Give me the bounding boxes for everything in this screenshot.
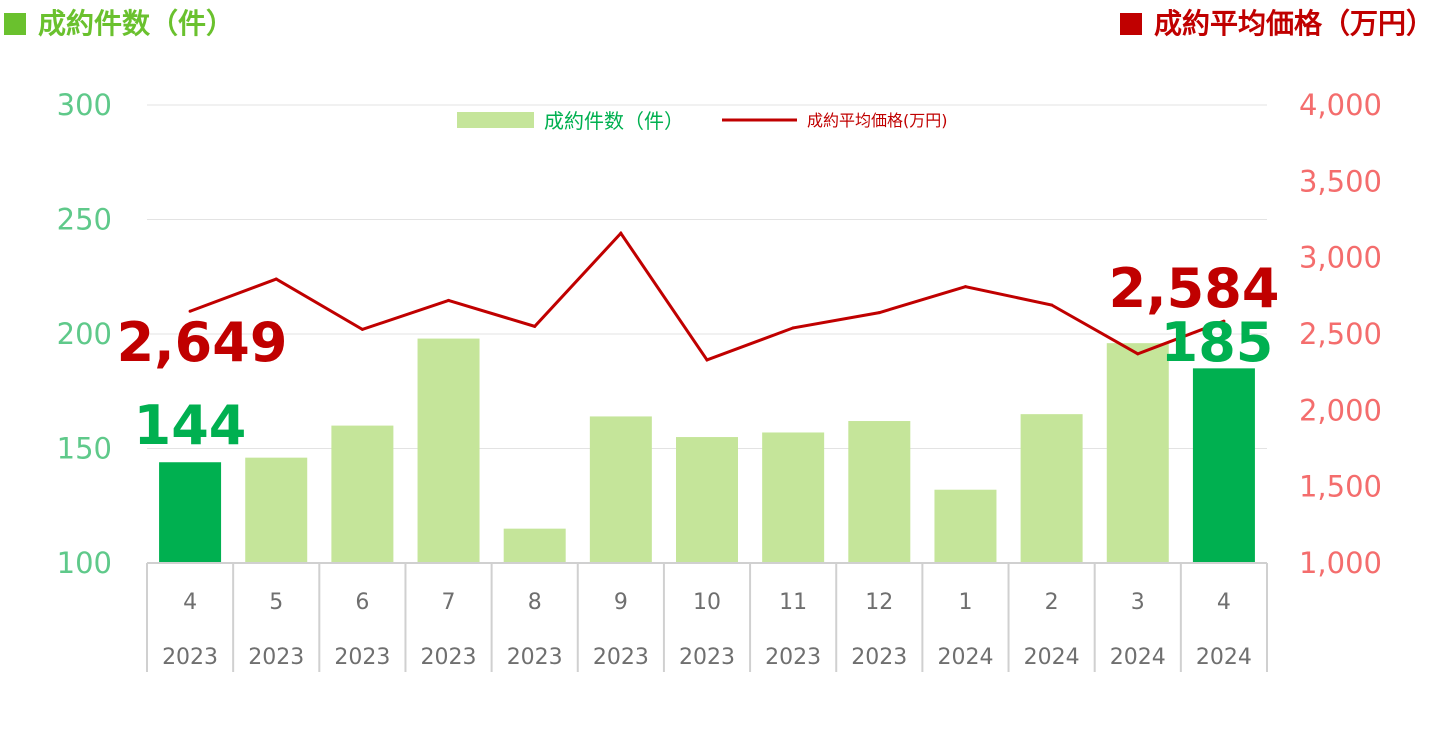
bar: [1106, 343, 1169, 563]
x-tick-year: 2024: [1110, 645, 1166, 670]
x-tick-year: 2023: [334, 645, 390, 670]
right-title-square-icon: [1119, 13, 1142, 35]
x-tick-year: 2023: [765, 645, 821, 670]
left-title-text: 成約件数（件）: [38, 7, 235, 40]
data-label: 144: [134, 394, 247, 457]
x-tick-year: 2023: [851, 645, 907, 670]
x-tick-year: 2023: [162, 645, 218, 670]
bar: [589, 416, 652, 563]
x-tick-year: 2024: [1024, 645, 1080, 670]
left-axis-tick-label: 200: [57, 317, 112, 351]
price-point: [619, 231, 623, 235]
right-axis-tick-label: 1,500: [1299, 470, 1382, 504]
x-tick-month: 10: [693, 590, 721, 615]
x-tick-month: 4: [183, 590, 197, 615]
bar: [1020, 414, 1083, 563]
right-axis-tick-label: 1,000: [1299, 546, 1382, 580]
x-tick-year: 2023: [248, 645, 304, 670]
bar: [934, 489, 997, 563]
x-tick-month: 7: [442, 590, 456, 615]
price-point: [188, 309, 192, 313]
x-tick-month: 9: [614, 590, 628, 615]
x-tick-year: 2023: [421, 645, 477, 670]
bar: [159, 462, 222, 563]
legend-bar-label: 成約件数（件）: [544, 109, 684, 133]
data-label: 2,649: [117, 311, 288, 374]
x-tick-month: 11: [779, 590, 807, 615]
bar: [245, 457, 308, 563]
price-point: [360, 327, 364, 331]
x-tick-month: 1: [958, 590, 972, 615]
bar: [762, 432, 825, 563]
right-axis-title: 成約平均価格（万円）: [1119, 2, 1434, 42]
legend-line-label: 成約平均価格(万円): [807, 111, 948, 130]
x-tick-year: 2023: [507, 645, 563, 670]
left-axis-tick-label: 250: [57, 203, 112, 237]
left-axis-title: 成約件数（件）: [4, 2, 234, 42]
bar: [676, 437, 738, 563]
right-axis-tick-label: 4,000: [1299, 88, 1382, 122]
right-axis-tick-label: 3,500: [1299, 164, 1382, 198]
data-label: 185: [1161, 311, 1274, 374]
price-point: [1136, 352, 1140, 356]
price-point: [705, 358, 709, 362]
bar: [331, 425, 394, 563]
price-point: [1050, 303, 1054, 307]
price-point: [274, 277, 278, 281]
x-tick-month: 3: [1131, 590, 1145, 615]
price-line: [189, 230, 1225, 362]
bar: [848, 421, 911, 563]
bar: [417, 338, 480, 563]
right-axis-tick-label: 3,000: [1299, 241, 1382, 275]
x-tick-month: 12: [865, 590, 893, 615]
data-label: 2,584: [1109, 257, 1280, 320]
x-tick-year: 2024: [937, 645, 993, 670]
left-title-square-icon: [4, 13, 26, 35]
x-tick-month: 4: [1217, 590, 1231, 615]
right-axis-tick-label: 2,500: [1299, 317, 1382, 351]
x-tick-month: 2: [1045, 590, 1059, 615]
price-point: [963, 285, 967, 289]
price-point: [877, 311, 881, 315]
left-axis-tick-label: 150: [57, 432, 112, 466]
price-point: [791, 326, 795, 330]
price-point: [447, 298, 451, 302]
x-tick-year: 2023: [679, 645, 735, 670]
x-tick-month: 8: [528, 590, 542, 615]
x-tick-month: 6: [355, 590, 369, 615]
x-tick-year: 2023: [593, 645, 649, 670]
right-title-text: 成約平均価格（万円）: [1153, 7, 1434, 40]
right-axis-tick-label: 2,000: [1299, 393, 1382, 427]
price-point: [533, 324, 537, 328]
x-tick-year: 2024: [1196, 645, 1252, 670]
price-point: [1222, 319, 1226, 323]
bar: [503, 528, 566, 563]
bar: [1192, 368, 1255, 563]
legend-bar-swatch: [457, 112, 534, 128]
left-axis-tick-label: 100: [57, 546, 112, 580]
left-axis-tick-label: 300: [57, 88, 112, 122]
x-tick-month: 5: [269, 590, 283, 615]
